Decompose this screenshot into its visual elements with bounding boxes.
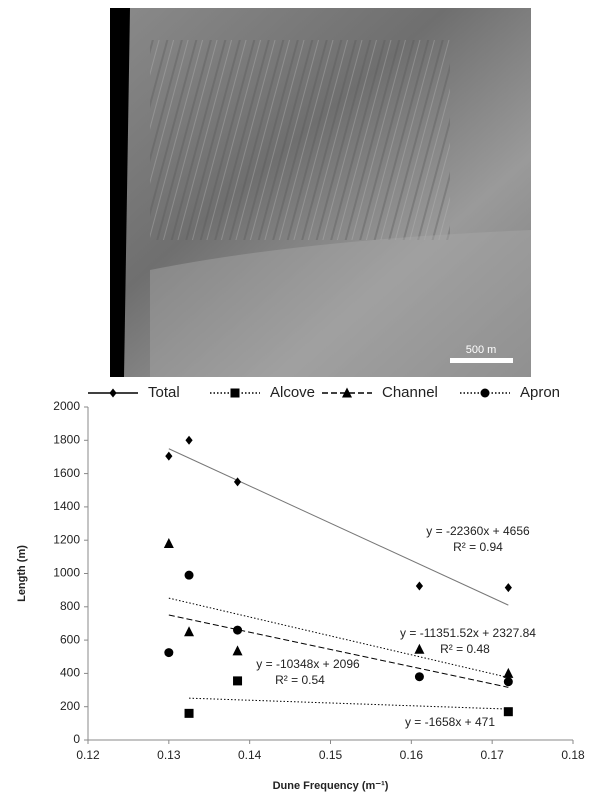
- data-point: [165, 452, 172, 461]
- trend-equation: y = -11351.52x + 2327.84: [400, 626, 536, 640]
- trend-r2: R² = 0.94: [453, 540, 503, 554]
- x-tick-label: 0.15: [319, 748, 343, 762]
- trend-line: [189, 698, 508, 709]
- x-tick-label: 0.14: [238, 748, 262, 762]
- x-tick-label: 0.12: [76, 748, 100, 762]
- legend-label: Apron: [520, 384, 560, 401]
- trend-equation: y = -1658x + 471: [405, 715, 495, 729]
- y-tick-label: 1800: [53, 432, 80, 446]
- y-tick-label: 400: [60, 666, 80, 680]
- x-tick-label: 0.18: [561, 748, 585, 762]
- y-tick-label: 1200: [53, 532, 80, 546]
- x-axis-title: Dune Frequency (m⁻¹): [273, 780, 389, 792]
- legend-label: Alcove: [270, 384, 315, 401]
- y-tick-label: 0: [73, 732, 80, 746]
- x-tick-label: 0.16: [400, 748, 424, 762]
- data-point: [503, 668, 513, 678]
- data-point: [416, 581, 423, 590]
- data-point: [414, 644, 424, 654]
- trend-r2: R² = 0.48: [440, 642, 490, 656]
- data-point: [233, 645, 243, 655]
- legend-marker: [109, 389, 116, 398]
- trend-equation: y = -22360x + 4656: [426, 524, 530, 538]
- y-tick-label: 1000: [53, 566, 80, 580]
- data-point: [233, 676, 242, 685]
- y-tick-label: 600: [60, 632, 80, 646]
- y-tick-label: 1600: [53, 466, 80, 480]
- chart: 0 200 400 600 800 1000 1200 1400 1600 1800 2000 0.1…: [16, 384, 585, 792]
- data-point: [164, 538, 174, 548]
- y-tick-label: 200: [60, 699, 80, 713]
- scale-label: 500 m: [466, 344, 497, 356]
- satellite-image: 500 m: [110, 8, 531, 377]
- data-point: [504, 677, 513, 686]
- y-tick-label: 800: [60, 599, 80, 613]
- y-axis-title: Length (m): [16, 545, 28, 602]
- data-point: [233, 626, 242, 635]
- data-point: [505, 583, 512, 592]
- legend-marker: [231, 389, 240, 398]
- figure: 500 m 0 200 400 600 800 1000 1200 1400 1600 1800 2…: [0, 0, 595, 795]
- data-point: [184, 626, 194, 636]
- y-tick-label: 2000: [53, 399, 80, 413]
- y-tick-label: 1400: [53, 499, 80, 513]
- x-tick-label: 0.17: [480, 748, 504, 762]
- trend-equation: y = -10348x + 2096: [256, 657, 360, 671]
- data-point: [185, 571, 194, 580]
- legend-marker: [481, 389, 490, 398]
- data-point: [415, 672, 424, 681]
- data-point: [164, 648, 173, 657]
- x-tick-label: 0.13: [157, 748, 181, 762]
- data-point: [185, 436, 192, 445]
- legend-label: Channel: [382, 384, 438, 401]
- trend-r2: R² = 0.54: [275, 673, 325, 687]
- legend-label: Total: [148, 384, 180, 401]
- data-point: [504, 707, 513, 716]
- data-point: [185, 709, 194, 718]
